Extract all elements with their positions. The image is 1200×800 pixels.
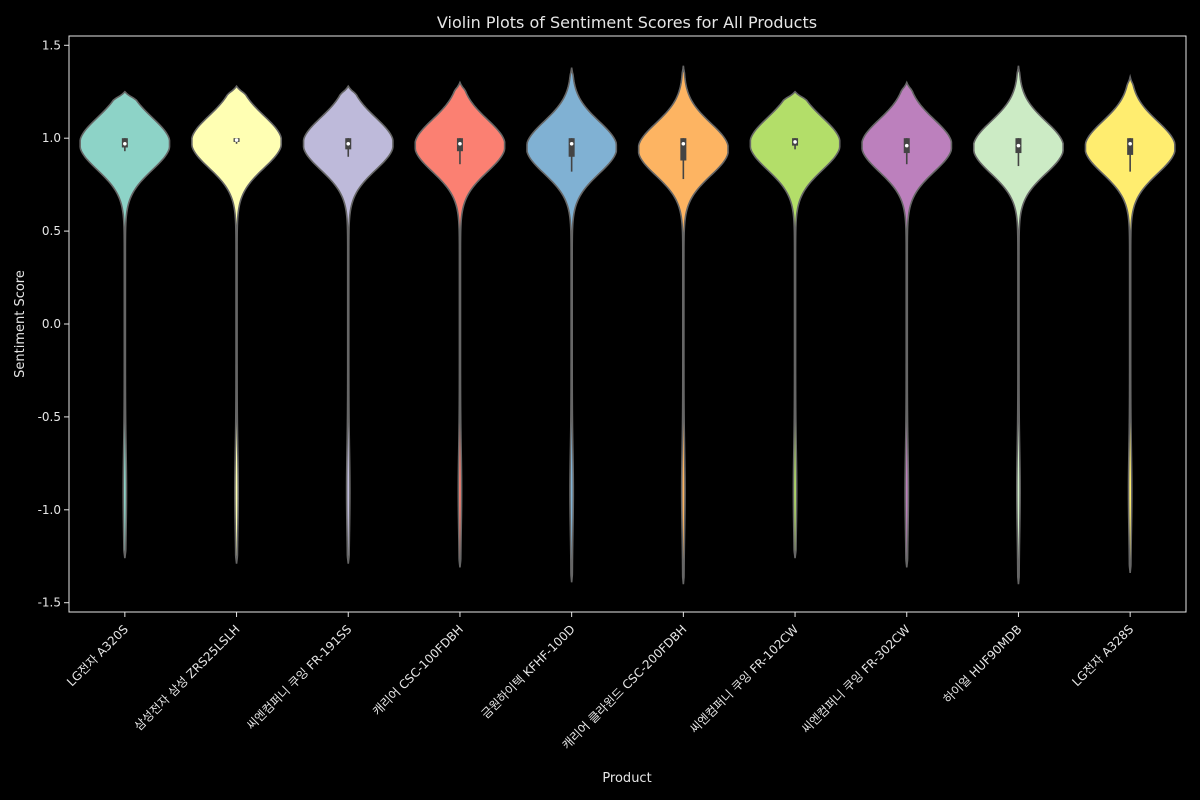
violin-body xyxy=(1084,73,1176,574)
violin-median xyxy=(1016,143,1021,148)
violin-median xyxy=(904,143,909,148)
violin-median xyxy=(234,138,239,142)
x-tick-label: LG전자 A320S xyxy=(64,622,131,689)
y-tick-label: -1.5 xyxy=(38,596,61,610)
violin-body xyxy=(302,84,394,564)
y-tick-label: 0.5 xyxy=(42,224,61,238)
x-tick-label: 캐리어 CSC-100FDBH xyxy=(370,622,466,718)
violin-median xyxy=(1128,141,1132,146)
y-tick-label: 0.0 xyxy=(42,317,61,331)
x-tick-label: 캐리어 클라윈드 CSC-200FDBH xyxy=(559,622,689,752)
x-axis-label: Product xyxy=(602,771,651,786)
violin-median xyxy=(793,140,797,144)
violins-group xyxy=(79,65,1176,585)
y-tick-label: -0.5 xyxy=(38,410,61,424)
violin-body xyxy=(749,90,841,559)
violin-median xyxy=(458,141,462,146)
violin-body xyxy=(191,84,283,564)
x-tick-label: 삼성전자 삼성 ZRS25LSLH xyxy=(131,622,242,733)
y-axis-label: Sentiment Score xyxy=(13,270,28,378)
violin-body xyxy=(79,90,171,559)
y-tick-label: 1.0 xyxy=(42,131,61,145)
violin-median xyxy=(123,141,127,146)
y-axis: -1.5 -1.0 -0.5 0.0 0.5 1.0 1.5 xyxy=(38,38,69,610)
x-tick-label: 하이얼 HUF90MDB xyxy=(941,622,1025,706)
violin-iqr-box xyxy=(680,138,687,161)
violin-body xyxy=(861,80,953,568)
x-tick-label: LG전자 A328S xyxy=(1069,622,1136,689)
y-tick-label: -1.0 xyxy=(38,503,61,517)
violin-median xyxy=(346,141,351,146)
violin-median xyxy=(569,141,574,146)
chart-title: Violin Plots of Sentiment Scores for All… xyxy=(437,13,817,32)
y-tick-label: 1.5 xyxy=(42,38,61,52)
violin-body xyxy=(637,65,729,585)
violin-body xyxy=(414,80,506,568)
violin-body xyxy=(526,67,618,583)
x-tick-label: 금원하이텍 KFHF-100D xyxy=(479,622,578,721)
violin-iqr-box xyxy=(568,138,575,157)
x-axis: LG전자 A320S 삼성전자 삼성 ZRS25LSLH 씨엔컴퍼니 쿠잉 FR-1… xyxy=(64,612,1136,752)
x-tick-label: 씨엔컴퍼니 쿠잉 FR-102CW xyxy=(687,622,801,736)
x-tick-label: 씨엔컴퍼니 쿠잉 FR-191SS xyxy=(244,622,354,732)
violin-iqr-box xyxy=(1127,138,1134,155)
violin-body xyxy=(972,65,1064,585)
x-tick-label: 씨엔컴퍼니 쿠잉 FR-302CW xyxy=(799,622,913,736)
violin-median xyxy=(681,141,686,146)
